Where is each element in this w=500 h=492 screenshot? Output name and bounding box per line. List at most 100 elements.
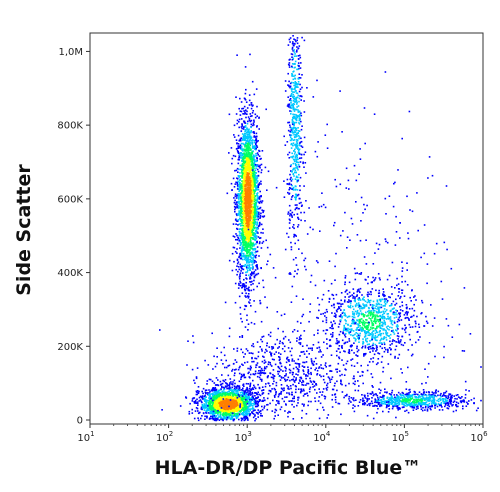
scatter-point: [243, 285, 246, 287]
scatter-point: [256, 246, 259, 248]
scatter-point: [252, 213, 254, 216]
scatter-point: [294, 270, 296, 272]
scatter-point: [249, 213, 251, 216]
scatter-point: [234, 208, 236, 211]
scatter-point: [249, 276, 251, 278]
scatter-point: [262, 216, 265, 218]
scatter-point: [242, 407, 244, 409]
scatter-point: [286, 141, 289, 143]
scatter-point: [248, 265, 251, 268]
scatter-point: [256, 146, 259, 148]
scatter-point: [212, 403, 214, 405]
scatter-point: [249, 219, 252, 221]
scatter-point: [372, 360, 374, 363]
scatter-point: [240, 205, 242, 208]
scatter-point: [244, 256, 247, 258]
scatter-point: [247, 149, 249, 152]
scatter-point: [246, 113, 248, 115]
scatter-point: [254, 223, 257, 225]
scatter-point: [255, 237, 258, 240]
scatter-point: [295, 164, 298, 166]
scatter-point: [259, 190, 261, 193]
scatter-point: [294, 148, 296, 151]
scatter-point: [299, 114, 301, 116]
scatter-point: [259, 217, 261, 219]
scatter-point: [290, 156, 292, 158]
scatter-point: [250, 176, 253, 179]
scatter-point: [246, 186, 248, 189]
scatter-point: [293, 55, 296, 57]
scatter-point: [360, 318, 363, 320]
scatter-point: [250, 228, 253, 230]
scatter-point: [291, 73, 294, 76]
scatter-point: [256, 211, 259, 214]
scatter-point: [364, 326, 366, 329]
scatter-point: [249, 246, 251, 248]
scatter-point: [241, 192, 244, 195]
scatter-point: [241, 158, 244, 160]
scatter-point: [253, 203, 256, 205]
scatter-point: [189, 402, 191, 405]
scatter-point: [293, 136, 296, 138]
scatter-point: [295, 136, 297, 138]
scatter-point: [239, 391, 242, 394]
scatter-point: [249, 269, 252, 271]
scatter-point: [255, 213, 257, 216]
scatter-point: [239, 313, 242, 315]
scatter-point: [248, 170, 250, 173]
scatter-point: [248, 248, 251, 251]
scatter-point: [244, 129, 247, 131]
scatter-point: [239, 157, 242, 159]
scatter-point: [241, 189, 243, 191]
scatter-point: [293, 44, 295, 47]
scatter-point: [230, 416, 233, 419]
scatter-point: [232, 235, 235, 237]
scatter-point: [220, 404, 223, 407]
scatter-point: [249, 156, 252, 158]
scatter-point: [237, 146, 240, 149]
scatter-point: [288, 183, 290, 186]
scatter-point: [203, 409, 206, 411]
scatter-point: [245, 259, 247, 262]
scatter-point: [214, 412, 217, 414]
scatter-point: [290, 107, 293, 109]
scatter-point: [294, 39, 296, 41]
scatter-point: [294, 127, 297, 130]
scatter-point: [254, 177, 257, 179]
scatter-point: [296, 145, 299, 147]
scatter-point: [288, 182, 291, 185]
scatter-point: [241, 195, 244, 197]
scatter-point: [255, 227, 258, 229]
scatter-point: [214, 407, 217, 409]
scatter-point: [291, 188, 293, 190]
scatter-point: [245, 158, 248, 161]
scatter-point: [295, 171, 297, 174]
scatter-point: [248, 289, 251, 292]
scatter-point: [240, 152, 243, 154]
scatter-point: [249, 267, 252, 269]
scatter-point: [253, 224, 256, 227]
scatter-point: [302, 162, 304, 165]
scatter-point: [253, 160, 256, 163]
scatter-point: [297, 168, 299, 171]
scatter-point: [251, 216, 253, 218]
scatter-point: [254, 419, 256, 422]
scatter-point: [249, 409, 251, 412]
scatter-point: [246, 224, 249, 227]
scatter-point: [244, 204, 246, 207]
scatter-point: [256, 268, 259, 270]
scatter-point: [236, 188, 239, 190]
scatter-point: [218, 392, 220, 394]
scatter-point: [295, 119, 298, 121]
scatter-point: [295, 143, 297, 145]
scatter-point: [253, 174, 255, 176]
scatter-point: [245, 285, 247, 287]
scatter-point: [260, 410, 262, 412]
scatter-point: [241, 207, 243, 210]
scatter-point: [292, 103, 295, 105]
scatter-point: [201, 390, 203, 393]
scatter-point: [232, 223, 235, 225]
scatter-point: [251, 212, 254, 215]
scatter-point: [249, 170, 252, 172]
scatter-point: [369, 345, 372, 348]
